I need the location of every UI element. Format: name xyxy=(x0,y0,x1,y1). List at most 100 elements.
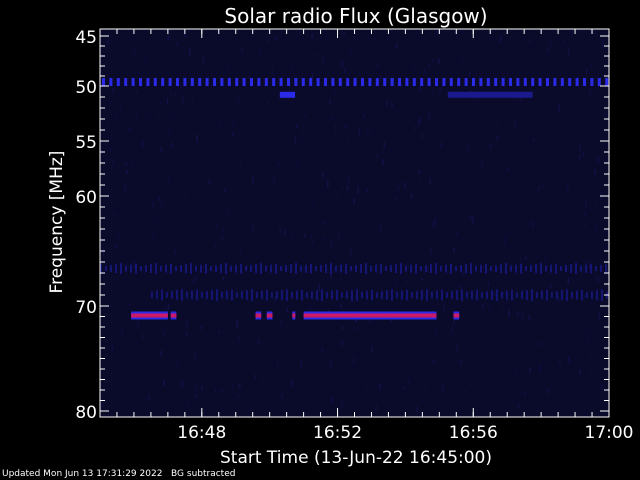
carrier-line-dash xyxy=(375,78,379,86)
noise-speck xyxy=(317,54,319,58)
noise-speck xyxy=(218,148,220,152)
noise-speck xyxy=(312,200,314,205)
noise-speck xyxy=(180,85,183,90)
carrier-line-dash xyxy=(346,78,350,86)
noise-speck xyxy=(587,332,590,341)
emission-band-stroke xyxy=(265,289,268,301)
emission-band-stroke xyxy=(275,291,278,299)
noise-speck xyxy=(248,408,251,411)
noise-speck xyxy=(418,119,420,126)
emission-band-stroke xyxy=(570,264,572,274)
noise-speck xyxy=(482,304,484,309)
noise-speck xyxy=(148,394,150,402)
emission-band-stroke xyxy=(545,289,548,301)
emission-band-stroke xyxy=(425,265,427,273)
emission-band-stroke xyxy=(125,265,127,272)
y-tick-label: 45 xyxy=(75,28,97,48)
emission-band-stroke xyxy=(385,290,388,300)
noise-speck xyxy=(371,135,373,140)
carrier-line-dash xyxy=(449,78,453,86)
emission-band-stroke xyxy=(205,291,208,299)
noise-speck xyxy=(453,247,455,254)
noise-speck xyxy=(452,339,454,342)
noise-speck xyxy=(113,212,115,219)
noise-speck xyxy=(117,233,119,239)
emission-band-stroke xyxy=(180,289,183,301)
noise-speck xyxy=(186,321,188,329)
carrier-line-dash xyxy=(583,78,586,86)
carrier-line-dash xyxy=(560,78,564,86)
noise-speck xyxy=(236,320,238,328)
noise-speck xyxy=(112,87,114,94)
emission-band-stroke xyxy=(195,265,197,272)
emission-band-stroke xyxy=(435,290,438,300)
noise-speck xyxy=(412,66,415,70)
noise-speck xyxy=(280,319,283,326)
noise-speck xyxy=(128,303,131,307)
noise-speck xyxy=(548,159,551,164)
noise-speck xyxy=(366,189,369,192)
emission-band-stroke xyxy=(575,290,578,300)
noise-speck xyxy=(434,329,437,337)
noise-speck xyxy=(300,136,303,139)
noise-speck xyxy=(237,97,240,105)
emission-band-stroke xyxy=(320,265,322,273)
emission-band-stroke xyxy=(225,263,227,275)
noise-speck xyxy=(395,42,398,48)
carrier-line-dash xyxy=(605,78,609,86)
emission-band-stroke xyxy=(585,264,587,273)
carrier-line-dash xyxy=(353,78,357,86)
emission-segment-core xyxy=(453,313,460,318)
noise-speck xyxy=(595,225,597,230)
noise-speck xyxy=(106,122,109,125)
noise-speck xyxy=(597,276,600,283)
emission-band-stroke xyxy=(255,291,258,299)
emission-band-stroke xyxy=(505,290,508,300)
emission-band-stroke xyxy=(375,292,378,298)
emission-band-stroke xyxy=(245,290,248,300)
noise-speck xyxy=(332,381,334,388)
noise-speck xyxy=(167,304,170,310)
noise-speck xyxy=(232,132,234,136)
noise-speck xyxy=(191,93,194,101)
noise-speck xyxy=(443,303,445,311)
noise-speck xyxy=(185,43,187,46)
noise-speck xyxy=(143,160,145,164)
noise-speck xyxy=(321,347,324,353)
noise-speck xyxy=(300,102,302,107)
noise-speck xyxy=(396,280,398,286)
emission-band-stroke xyxy=(455,266,457,272)
noise-speck xyxy=(311,33,313,39)
carrier-line-dash xyxy=(338,78,342,86)
noise-speck xyxy=(224,315,227,319)
emission-band-stroke xyxy=(220,291,223,299)
noise-speck xyxy=(389,244,391,247)
noise-speck xyxy=(322,57,324,66)
emission-band-stroke xyxy=(240,291,243,299)
emission-band-stroke xyxy=(425,289,428,301)
noise-speck xyxy=(415,61,417,67)
noise-speck xyxy=(532,220,534,228)
noise-speck xyxy=(381,244,383,248)
noise-speck xyxy=(166,97,169,105)
noise-speck xyxy=(532,139,535,142)
noise-speck xyxy=(221,235,223,242)
emission-band-stroke xyxy=(380,291,383,299)
noise-speck xyxy=(559,315,561,319)
noise-speck xyxy=(152,230,155,239)
noise-speck xyxy=(438,57,440,64)
emission-band-stroke xyxy=(355,289,358,301)
y-axis-label: Frequency [MHz] xyxy=(47,151,67,294)
noise-speck xyxy=(160,147,162,152)
emission-band-stroke xyxy=(315,266,317,272)
carrier-line-dash xyxy=(205,78,209,86)
noise-speck xyxy=(395,196,398,200)
noise-speck xyxy=(344,68,347,74)
noise-speck xyxy=(271,68,274,75)
emission-segment xyxy=(170,311,177,320)
noise-speck xyxy=(371,349,373,354)
noise-speck xyxy=(201,229,203,234)
noise-speck xyxy=(105,158,108,165)
noise-speck xyxy=(330,272,332,279)
emission-band-stroke xyxy=(190,263,192,275)
